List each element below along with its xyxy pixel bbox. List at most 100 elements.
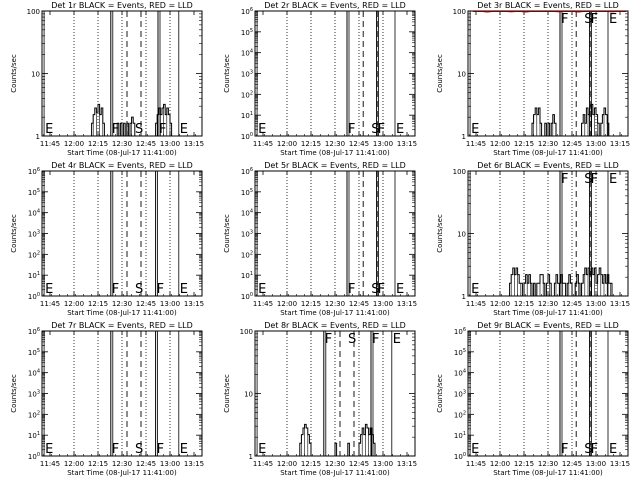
y-tick-base: 100 (453, 168, 466, 176)
marker-label: E (258, 442, 266, 457)
y-tick-label: 10 (244, 391, 253, 399)
panel-title: Det 9r BLACK = Events, RED = LLD (477, 321, 619, 330)
x-axis-label: Start Time (08-Jul-17 11:41:00) (280, 149, 390, 157)
y-tick-base: 100 (27, 8, 40, 16)
x-tick-label: 12:15 (301, 460, 321, 468)
y-tick-label: 100 (453, 8, 466, 16)
x-tick-label: 13:00 (160, 300, 180, 308)
y-tick-exponent: 3 (37, 390, 40, 396)
panel-title: Det 3r BLACK = Events, RED = LLD (477, 1, 619, 10)
y-tick-exponent: 4 (250, 209, 253, 215)
y-tick-exponent: 2 (250, 90, 253, 96)
y-tick-label: 104 (241, 209, 253, 218)
y-tick-exponent: 0 (463, 452, 466, 458)
marker-label: F (348, 282, 355, 297)
lld-series (472, 11, 627, 13)
y-tick-base: 10 (241, 50, 250, 58)
y-tick-label: 100 (241, 132, 253, 141)
y-tick-label: 103 (28, 230, 40, 239)
y-tick-label: 100 (240, 328, 253, 336)
y-tick-base: 10 (28, 210, 37, 218)
marker-label: F (325, 332, 332, 347)
y-tick-base: 10 (457, 231, 466, 239)
x-tick-label: 12:00 (490, 140, 510, 148)
panel-title: Det 1r BLACK = Events, RED = LLD (51, 1, 193, 10)
y-tick-label: 102 (28, 410, 40, 419)
marker-label: E (258, 282, 266, 297)
y-tick-label: 1 (249, 453, 253, 461)
y-tick-base: 10 (28, 432, 37, 440)
y-tick-base: 100 (453, 8, 466, 16)
x-axis-label: Start Time (08-Jul-17 11:41:00) (67, 309, 177, 317)
x-tick-label: 12:15 (301, 140, 321, 148)
y-tick-label: 100 (28, 292, 40, 301)
y-tick-label: 102 (454, 410, 466, 419)
panel-title: Det 7r BLACK = Events, RED = LLD (51, 321, 193, 330)
y-tick-base: 10 (28, 251, 37, 259)
marker-label: F (157, 442, 164, 457)
y-tick-label: 101 (454, 431, 466, 440)
y-tick-base: 10 (454, 432, 463, 440)
panel-title: Det 5r BLACK = Events, RED = LLD (264, 161, 406, 170)
y-tick-label: 103 (28, 390, 40, 399)
detector-panel: Det 6r BLACK = Events, RED = LLD 11:45 12:… (436, 161, 630, 317)
plot-frame (467, 170, 629, 297)
y-tick-base: 10 (241, 112, 250, 120)
y-tick-base: 10 (28, 411, 37, 419)
y-tick-label: 104 (28, 369, 40, 378)
y-tick-label: 100 (454, 452, 466, 461)
y-tick-base: 10 (28, 168, 37, 176)
y-tick-base: 10 (454, 370, 463, 378)
y-tick-base: 10 (454, 411, 463, 419)
y-axis-label: Counts/sec (436, 374, 444, 413)
plot-frame (254, 170, 416, 297)
y-tick-exponent: 1 (37, 431, 40, 437)
plot-frame (41, 10, 203, 137)
x-tick-label: 12:30 (112, 460, 132, 468)
y-tick-exponent: 0 (37, 292, 40, 298)
y-tick-base: 10 (241, 133, 250, 141)
x-tick-label: 12:00 (64, 140, 84, 148)
y-tick-exponent: 4 (37, 369, 40, 375)
x-tick-label: 13:15 (184, 140, 204, 148)
y-tick-exponent: 4 (37, 209, 40, 215)
marker-label: F (561, 442, 568, 457)
x-tick-label: 12:15 (88, 140, 108, 148)
marker-label: F (112, 122, 119, 137)
x-tick-label: 13:00 (160, 460, 180, 468)
x-tick-label: 12:30 (325, 460, 345, 468)
y-tick-label: 100 (453, 168, 466, 176)
y-tick-base: 10 (241, 231, 250, 239)
y-tick-exponent: 2 (37, 410, 40, 416)
y-tick-exponent: 2 (250, 250, 253, 256)
x-tick-label: 12:30 (538, 140, 558, 148)
x-tick-label: 13:00 (160, 140, 180, 148)
marker-label: E (609, 172, 617, 187)
marker-label: E (471, 122, 479, 137)
x-tick-label: 12:45 (349, 140, 369, 148)
plot-frame (467, 10, 629, 137)
marker-label: F (348, 122, 355, 137)
marker-label: F (157, 282, 164, 297)
y-tick-label: 1 (462, 293, 466, 301)
y-tick-base: 100 (240, 328, 253, 336)
y-tick-exponent: 3 (250, 230, 253, 236)
plot-frame (254, 330, 416, 457)
y-tick-exponent: 4 (250, 49, 253, 55)
y-tick-base: 10 (454, 391, 463, 399)
y-axis-label: Counts/sec (10, 374, 18, 413)
y-tick-label: 106 (28, 327, 40, 336)
plot-frame (254, 10, 416, 137)
y-tick-label: 102 (241, 250, 253, 259)
y-tick-label: 10 (457, 71, 466, 79)
x-tick-label: 12:45 (349, 460, 369, 468)
x-tick-label: 12:00 (277, 300, 297, 308)
y-tick-exponent: 1 (37, 271, 40, 277)
marker-label: S (135, 122, 143, 137)
marker-label: S (371, 282, 379, 297)
panel-title: Det 6r BLACK = Events, RED = LLD (477, 161, 619, 170)
marker-label: F (561, 12, 568, 27)
marker-label: E (258, 122, 266, 137)
y-tick-base: 10 (454, 349, 463, 357)
